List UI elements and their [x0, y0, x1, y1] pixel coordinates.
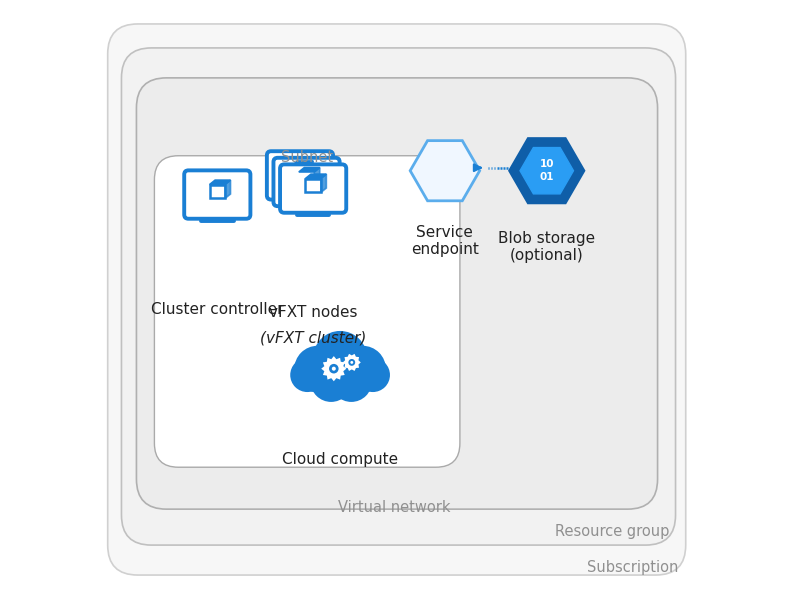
Text: 01: 01	[539, 173, 554, 183]
Polygon shape	[306, 179, 321, 192]
Circle shape	[313, 331, 367, 385]
FancyBboxPatch shape	[122, 48, 675, 545]
Polygon shape	[510, 138, 584, 203]
FancyBboxPatch shape	[280, 164, 346, 213]
Polygon shape	[292, 165, 308, 179]
Text: (vFXT cluster): (vFXT cluster)	[260, 331, 366, 346]
Circle shape	[330, 361, 372, 402]
FancyBboxPatch shape	[137, 78, 658, 509]
Text: Cluster controller: Cluster controller	[151, 302, 283, 317]
Circle shape	[294, 346, 341, 392]
Polygon shape	[410, 141, 480, 201]
Text: Subnet: Subnet	[281, 150, 334, 165]
Circle shape	[329, 364, 338, 373]
Polygon shape	[308, 161, 313, 179]
FancyBboxPatch shape	[274, 158, 340, 206]
Circle shape	[310, 361, 352, 402]
Polygon shape	[322, 356, 346, 381]
Polygon shape	[299, 172, 314, 186]
Polygon shape	[306, 174, 326, 179]
FancyBboxPatch shape	[154, 156, 460, 467]
Circle shape	[332, 367, 336, 371]
Circle shape	[348, 359, 355, 366]
Polygon shape	[225, 180, 230, 198]
Polygon shape	[210, 184, 225, 198]
Circle shape	[339, 346, 386, 392]
Text: Service
endpoint: Service endpoint	[411, 225, 479, 257]
Text: vFXT nodes: vFXT nodes	[269, 305, 358, 320]
Circle shape	[350, 361, 354, 364]
Text: 10: 10	[539, 159, 554, 169]
Polygon shape	[210, 180, 230, 184]
Circle shape	[290, 358, 324, 392]
Text: Subscription: Subscription	[587, 560, 678, 575]
FancyBboxPatch shape	[267, 151, 333, 199]
Polygon shape	[314, 168, 320, 186]
Polygon shape	[299, 168, 320, 172]
Polygon shape	[292, 161, 313, 165]
FancyBboxPatch shape	[108, 24, 686, 575]
Text: Blob storage
(optional): Blob storage (optional)	[498, 231, 595, 263]
Polygon shape	[520, 147, 574, 194]
Polygon shape	[321, 174, 326, 192]
Polygon shape	[342, 354, 361, 371]
Circle shape	[356, 358, 390, 392]
Text: Cloud compute: Cloud compute	[282, 452, 398, 467]
FancyBboxPatch shape	[184, 170, 250, 219]
Text: Virtual network: Virtual network	[338, 500, 450, 515]
Text: Resource group: Resource group	[555, 524, 670, 539]
